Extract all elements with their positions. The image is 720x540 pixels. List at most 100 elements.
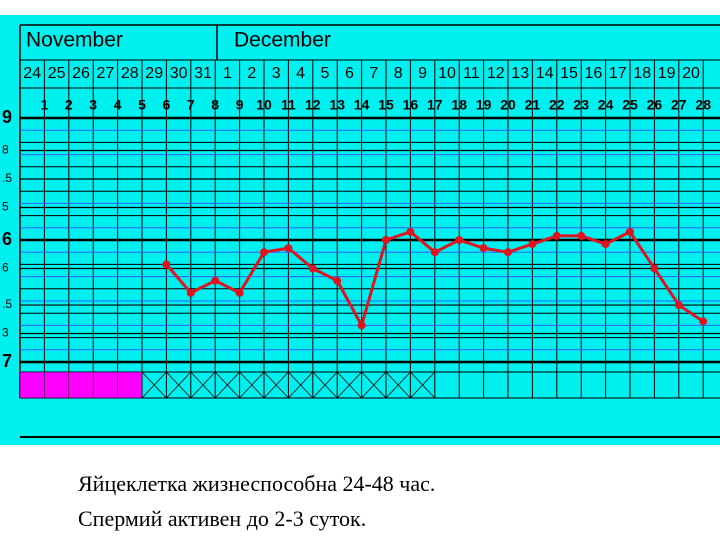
x-tick-label: 8 (211, 97, 219, 113)
date-label: 10 (438, 65, 456, 82)
x-tick-label: 17 (427, 97, 443, 113)
temperature-point (162, 260, 171, 269)
x-tick-label: 18 (451, 97, 467, 113)
date-label: 7 (369, 65, 378, 82)
x-tick-label: 24 (598, 97, 614, 113)
date-label: 11 (463, 65, 480, 82)
date-label: 2 (247, 65, 256, 82)
date-label: 29 (145, 65, 163, 82)
x-tick-label: 12 (305, 97, 321, 113)
period-cell (92, 371, 118, 399)
x-tick-label: 5 (138, 97, 146, 113)
period-cell (44, 371, 70, 399)
date-label: 6 (345, 65, 354, 82)
y-tick-label: 9 (2, 107, 12, 127)
temperature-point (357, 321, 366, 330)
temperature-point (333, 276, 342, 285)
cross-cell (410, 371, 436, 399)
x-tick-label: 28 (695, 97, 711, 113)
y-tick-label: 6 (2, 261, 9, 275)
temperature-point (699, 317, 708, 326)
temperature-point (430, 248, 439, 257)
date-label: 3 (272, 65, 281, 82)
x-tick-label: 25 (622, 97, 638, 113)
y-tick-label: .5 (2, 171, 12, 185)
temperature-point (455, 236, 464, 244)
x-tick-label: 23 (573, 97, 589, 113)
cross-cell (336, 371, 362, 399)
date-label: 27 (97, 65, 115, 82)
x-tick-label: 27 (671, 97, 687, 113)
x-tick-label: 3 (89, 97, 97, 113)
date-label: 19 (658, 65, 676, 82)
temperature-point (406, 227, 415, 236)
date-label: 12 (487, 65, 505, 82)
date-label: 9 (418, 65, 427, 82)
x-tick-label: 1 (41, 97, 49, 113)
date-label: 5 (321, 65, 330, 82)
temperature-point (504, 248, 512, 257)
period-cell (117, 371, 143, 399)
x-tick-label: 22 (549, 97, 565, 113)
date-label: 4 (296, 65, 305, 82)
date-label: 31 (194, 65, 212, 82)
x-tick-label: 6 (163, 97, 171, 113)
temperature-point (382, 236, 390, 244)
temperature-point (650, 264, 659, 273)
x-tick-label: 7 (187, 97, 195, 113)
temperature-point (211, 276, 220, 285)
date-label: 8 (394, 65, 403, 82)
x-tick-label: 15 (378, 97, 394, 113)
cross-cell (141, 371, 167, 399)
x-tick-label: 10 (256, 97, 272, 113)
date-label: 18 (633, 65, 651, 82)
cross-cell (190, 371, 216, 399)
temperature-point (577, 231, 586, 240)
x-tick-label: 21 (525, 97, 541, 113)
x-tick-label: 9 (236, 97, 244, 113)
date-label: 28 (121, 65, 139, 82)
cross-cell (166, 371, 192, 399)
temperature-point (284, 244, 293, 253)
y-tick-label: 6 (2, 229, 12, 249)
y-tick-label: 3 (2, 326, 9, 340)
x-tick-label: 4 (114, 97, 122, 113)
x-tick-label: 2 (65, 97, 73, 113)
x-tick-label: 16 (403, 97, 419, 113)
x-tick-label: 19 (476, 97, 492, 113)
x-tick-label: 14 (354, 97, 370, 113)
date-label: 30 (170, 65, 188, 82)
period-cell (19, 371, 45, 399)
y-tick-label: 8 (2, 143, 9, 157)
temperature-point (552, 231, 561, 240)
temperature-point (308, 264, 317, 273)
x-tick-label: 11 (281, 97, 296, 113)
cross-cell (214, 371, 240, 399)
temperature-point (260, 248, 268, 257)
month-label: November (26, 29, 123, 52)
date-label: 25 (48, 65, 66, 82)
temperature-point (479, 244, 488, 253)
note: Яйцеклетка жизнеспособна 24-48 час. (78, 471, 435, 496)
temperature-point (528, 240, 537, 249)
y-tick-label: 7 (2, 351, 12, 371)
month-label: December (234, 29, 331, 52)
date-label: 14 (536, 65, 554, 82)
cross-cell (361, 371, 387, 399)
y-tick-label: .5 (2, 297, 12, 311)
temperature-point (674, 301, 683, 310)
date-label: 16 (585, 65, 603, 82)
date-label: 24 (23, 65, 41, 82)
y-tick-label: 5 (2, 200, 9, 214)
date-label: 26 (72, 65, 90, 82)
cross-cell (288, 371, 314, 399)
x-tick-label: 26 (647, 97, 663, 113)
cross-cell (239, 371, 265, 399)
date-label: 20 (682, 65, 700, 82)
note: Спермий активен до 2-3 суток. (78, 506, 366, 531)
x-tick-label: 20 (500, 97, 516, 113)
temperature-point (601, 240, 610, 249)
period-cell (68, 371, 94, 399)
cross-cell (312, 371, 338, 399)
